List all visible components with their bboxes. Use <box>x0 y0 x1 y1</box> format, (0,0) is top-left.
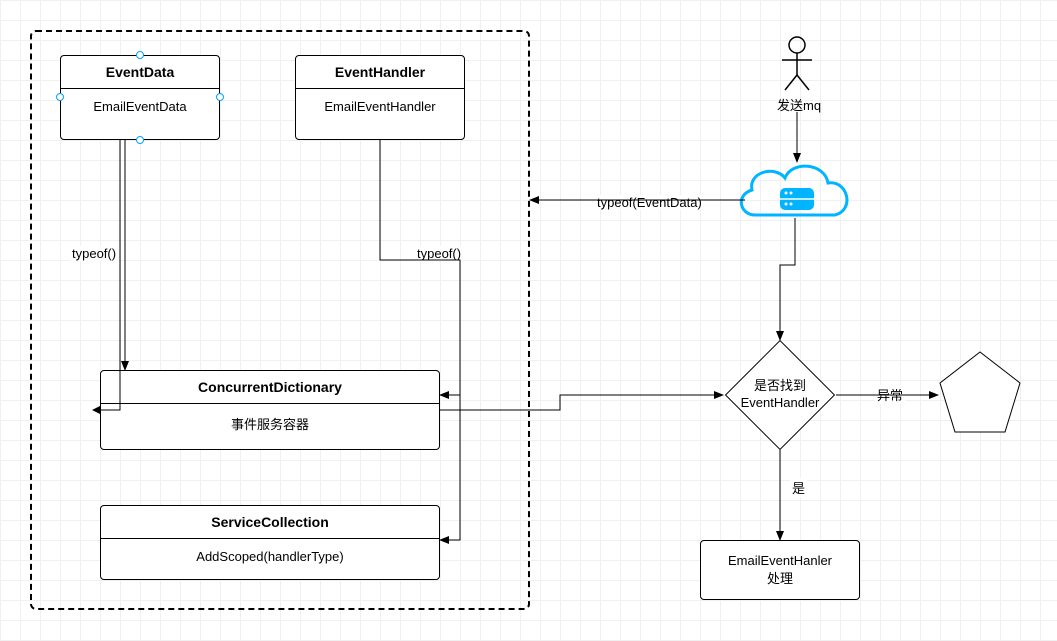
box-event-handler-header: EventHandler <box>296 56 464 89</box>
box-event-data-body: EmailEventData <box>61 89 219 124</box>
box-email-handler-proc-line2: 处理 <box>767 570 793 588</box>
selection-handle[interactable] <box>56 93 64 101</box>
pentagon-shape <box>940 352 1020 432</box>
box-email-handler-proc-line1: EmailEventHanler <box>728 552 832 570</box>
selection-handle[interactable] <box>216 93 224 101</box>
box-event-handler-body: EmailEventHandler <box>296 89 464 124</box>
box-event-data[interactable]: EventData EmailEventData <box>60 55 220 140</box>
decision-diamond-text: 是否找到 EventHandler <box>730 378 830 412</box>
box-service-collection-header: ServiceCollection <box>101 506 439 539</box>
box-email-handler-proc[interactable]: EmailEventHanler 处理 <box>700 540 860 600</box>
box-event-data-header: EventData <box>61 56 219 89</box>
actor-icon <box>782 37 812 90</box>
box-concurrent-dict-body: 事件服务容器 <box>101 404 439 443</box>
box-event-handler[interactable]: EventHandler EmailEventHandler <box>295 55 465 140</box>
selection-handle[interactable] <box>136 136 144 144</box>
pentagon-label: 异常 <box>960 393 1000 412</box>
label-exception: 异常 <box>875 385 905 404</box>
label-yes: 是 <box>790 478 807 497</box>
label-typeof-right: typeof() <box>415 246 463 261</box>
label-typeof-left: typeof() <box>70 246 118 261</box>
selection-handle[interactable] <box>136 51 144 59</box>
cloud-icon <box>741 166 847 215</box>
box-concurrent-dict-header: ConcurrentDictionary <box>101 371 439 404</box>
box-concurrent-dict[interactable]: ConcurrentDictionary 事件服务容器 <box>100 370 440 450</box>
box-service-collection-body: AddScoped(handlerType) <box>101 539 439 574</box>
actor-label: 发送mq <box>775 95 823 114</box>
box-service-collection[interactable]: ServiceCollection AddScoped(handlerType) <box>100 505 440 580</box>
label-typeof-eventdata: typeof(EventData) <box>595 195 704 210</box>
